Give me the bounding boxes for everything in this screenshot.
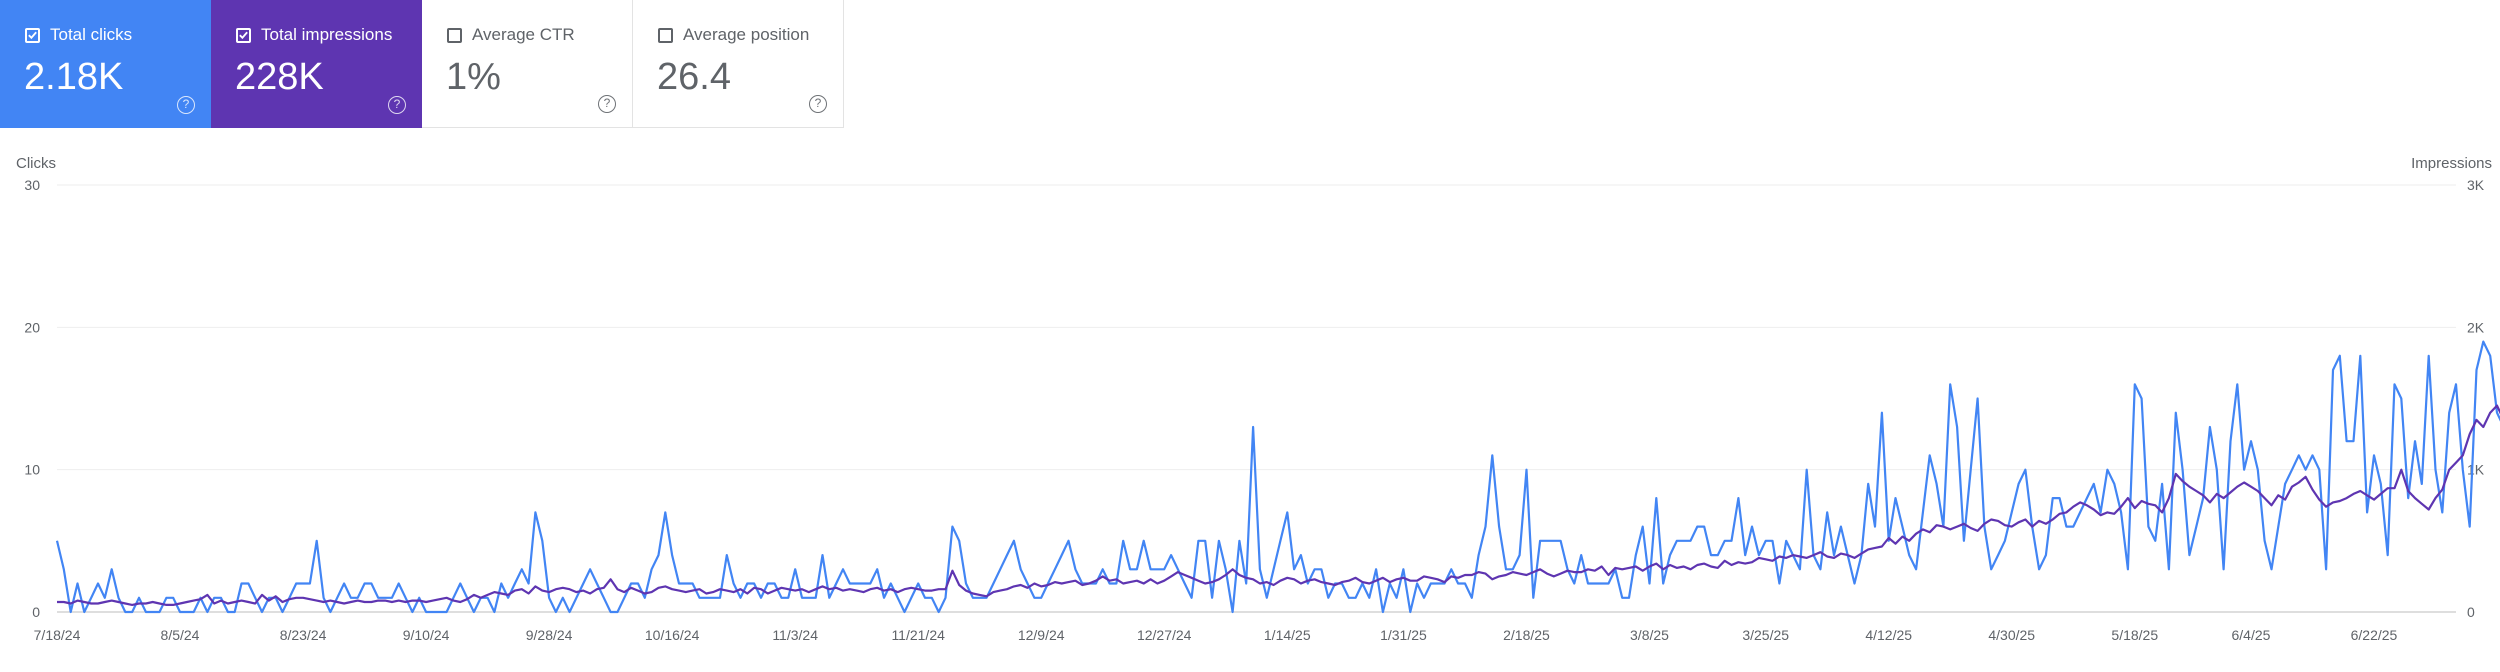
- x-tick-label: 1/31/25: [1380, 627, 1427, 643]
- series-lines: [55, 340, 2500, 614]
- x-tick-label: 3/25/25: [1742, 627, 1789, 643]
- right-axis-title: Impressions: [2411, 155, 2492, 172]
- help-icon[interactable]: ?: [388, 96, 406, 114]
- x-tick-label: 10/16/24: [645, 627, 700, 643]
- x-axis-ticks: 7/18/24 8/5/24 8/23/24 9/10/24 9/28/24 10/16/…: [34, 627, 2398, 643]
- right-tick-label: 1K: [2467, 462, 2485, 478]
- help-icon[interactable]: ?: [177, 96, 195, 114]
- checkbox-unchecked-icon[interactable]: [447, 27, 462, 43]
- average-ctr-toggle[interactable]: Average CTR: [447, 25, 575, 45]
- right-tick-label: 3K: [2467, 177, 2485, 193]
- metric-label: Total impressions: [261, 25, 393, 44]
- metric-label: Average position: [683, 25, 810, 44]
- metric-cards: Total clicks 2.18K ? Total impressions 2…: [0, 0, 844, 128]
- clicks-series-line: [55, 340, 2500, 614]
- x-tick-label: 12/9/24: [1018, 627, 1065, 643]
- x-tick-label: 6/4/25: [2231, 627, 2270, 643]
- x-tick-label: 7/18/24: [34, 627, 81, 643]
- x-tick-label: 8/23/24: [280, 627, 327, 643]
- left-axis-ticks: 0 10 20 30: [24, 177, 40, 620]
- left-tick-label: 0: [32, 604, 40, 620]
- x-tick-label: 11/21/24: [891, 627, 945, 643]
- x-tick-label: 5/18/25: [2111, 627, 2158, 643]
- average-position-toggle[interactable]: Average position: [658, 25, 809, 45]
- right-tick-label: 0: [2467, 604, 2475, 620]
- checkbox-checked-icon[interactable]: [25, 27, 40, 43]
- metric-value: 26.4: [657, 56, 731, 98]
- help-icon[interactable]: ?: [598, 95, 616, 113]
- x-tick-label: 4/30/25: [1988, 627, 2035, 643]
- x-tick-label: 12/27/24: [1137, 627, 1192, 643]
- x-tick-label: 6/22/25: [2351, 627, 2398, 643]
- help-icon[interactable]: ?: [809, 95, 827, 113]
- left-tick-label: 20: [24, 319, 40, 335]
- checkbox-checked-icon[interactable]: [236, 27, 251, 43]
- checkbox-unchecked-icon[interactable]: [658, 27, 673, 43]
- right-tick-label: 2K: [2467, 319, 2485, 335]
- left-tick-label: 30: [24, 177, 40, 193]
- metric-label: Total clicks: [50, 25, 133, 44]
- total-impressions-toggle[interactable]: Total impressions: [236, 25, 392, 45]
- total-clicks-toggle[interactable]: Total clicks: [25, 25, 132, 45]
- metric-label: Average CTR: [472, 25, 575, 44]
- total-impressions-card[interactable]: Total impressions 228K ?: [211, 0, 422, 128]
- gridlines: [57, 184, 2456, 613]
- x-tick-label: 2/18/25: [1503, 627, 1550, 643]
- x-tick-label: 11/3/24: [772, 627, 818, 643]
- metric-value: 1%: [446, 56, 501, 98]
- impressions-series-line: [57, 404, 2500, 606]
- average-position-card[interactable]: Average position 26.4 ?: [633, 0, 844, 128]
- left-axis-title: Clicks: [16, 155, 56, 172]
- x-tick-label: 9/28/24: [526, 627, 573, 643]
- left-tick-label: 10: [24, 462, 40, 478]
- x-tick-label: 4/12/25: [1865, 627, 1912, 643]
- x-tick-label: 3/8/25: [1630, 627, 1669, 643]
- metric-value: 228K: [235, 56, 324, 98]
- metric-value: 2.18K: [24, 56, 124, 98]
- total-clicks-card[interactable]: Total clicks 2.18K ?: [0, 0, 211, 128]
- x-tick-label: 8/5/24: [161, 627, 200, 643]
- performance-chart[interactable]: Clicks Impressions 0 10 20 30 0 1K 2K 3K 7/18/…: [0, 150, 2500, 672]
- average-ctr-card[interactable]: Average CTR 1% ?: [422, 0, 633, 128]
- x-tick-label: 9/10/24: [403, 627, 450, 643]
- x-tick-label: 1/14/25: [1264, 627, 1311, 643]
